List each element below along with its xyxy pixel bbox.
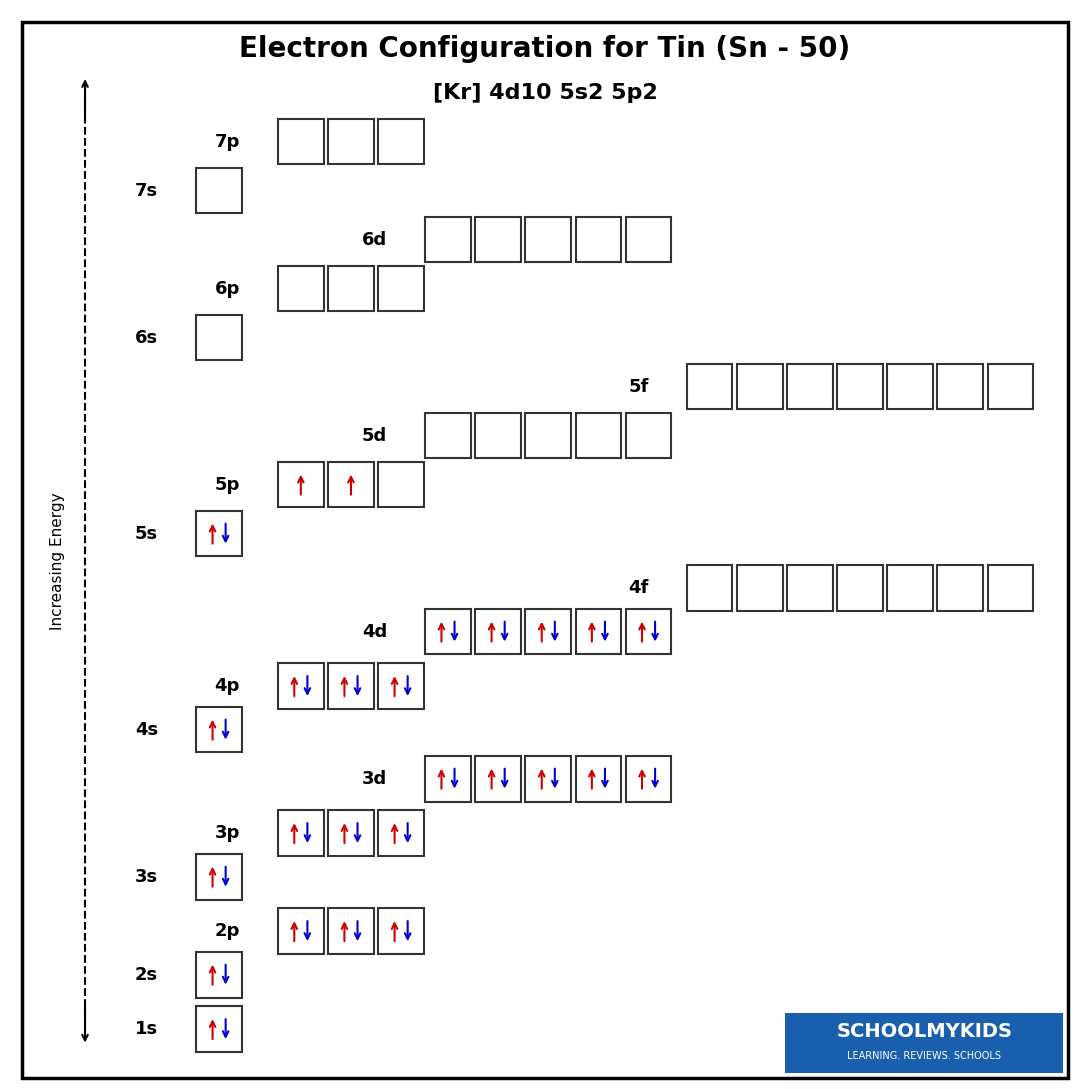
Bar bbox=[887, 565, 933, 611]
Bar bbox=[525, 756, 571, 802]
Bar bbox=[988, 565, 1033, 611]
Text: 3s: 3s bbox=[135, 868, 158, 885]
Bar bbox=[328, 119, 374, 164]
Text: 1s: 1s bbox=[135, 1020, 158, 1038]
Bar bbox=[278, 810, 324, 856]
Text: 2s: 2s bbox=[135, 966, 158, 983]
Bar bbox=[475, 609, 521, 654]
Bar bbox=[425, 756, 471, 802]
Bar bbox=[626, 609, 671, 654]
Bar bbox=[787, 364, 833, 409]
Bar bbox=[196, 315, 242, 360]
Bar bbox=[737, 565, 783, 611]
Text: LEARNING. REVIEWS. SCHOOLS: LEARNING. REVIEWS. SCHOOLS bbox=[847, 1051, 1002, 1062]
Bar bbox=[425, 609, 471, 654]
Text: 6s: 6s bbox=[135, 329, 158, 346]
Text: 4d: 4d bbox=[362, 623, 387, 640]
Bar bbox=[576, 756, 621, 802]
Bar bbox=[576, 413, 621, 458]
Bar bbox=[196, 168, 242, 213]
Bar bbox=[196, 511, 242, 556]
Bar bbox=[937, 565, 983, 611]
Bar bbox=[196, 1006, 242, 1052]
Text: SCHOOLMYKIDS: SCHOOLMYKIDS bbox=[836, 1021, 1013, 1041]
Bar bbox=[378, 908, 424, 954]
Bar bbox=[887, 364, 933, 409]
Bar bbox=[196, 952, 242, 998]
Bar bbox=[425, 413, 471, 458]
Bar bbox=[475, 217, 521, 262]
Bar bbox=[328, 462, 374, 507]
Text: 2p: 2p bbox=[215, 922, 240, 940]
Bar bbox=[475, 413, 521, 458]
Bar bbox=[278, 266, 324, 311]
Bar bbox=[937, 364, 983, 409]
Text: Increasing Energy: Increasing Energy bbox=[50, 492, 65, 629]
Text: 5s: 5s bbox=[135, 525, 158, 542]
Bar bbox=[378, 266, 424, 311]
Text: 5p: 5p bbox=[215, 476, 240, 493]
Bar bbox=[525, 217, 571, 262]
Bar bbox=[787, 565, 833, 611]
Bar bbox=[378, 810, 424, 856]
Bar bbox=[278, 908, 324, 954]
Text: 7p: 7p bbox=[215, 133, 240, 150]
Bar bbox=[278, 663, 324, 709]
Bar bbox=[278, 119, 324, 164]
Bar bbox=[687, 364, 732, 409]
Text: 5d: 5d bbox=[362, 427, 387, 444]
Bar bbox=[378, 119, 424, 164]
Bar bbox=[378, 663, 424, 709]
Bar bbox=[328, 266, 374, 311]
Bar bbox=[837, 565, 883, 611]
Bar bbox=[196, 854, 242, 900]
Bar bbox=[525, 413, 571, 458]
Text: 3d: 3d bbox=[362, 770, 387, 787]
Text: 7s: 7s bbox=[135, 182, 158, 199]
Bar bbox=[378, 462, 424, 507]
Bar bbox=[626, 756, 671, 802]
Text: 4s: 4s bbox=[135, 721, 158, 738]
Text: 4p: 4p bbox=[215, 677, 240, 695]
Text: 4f: 4f bbox=[628, 579, 649, 597]
Bar bbox=[328, 810, 374, 856]
Bar bbox=[687, 565, 732, 611]
Bar bbox=[525, 609, 571, 654]
Text: 5f: 5f bbox=[628, 378, 649, 395]
Bar bbox=[196, 707, 242, 752]
Bar bbox=[425, 217, 471, 262]
Bar bbox=[626, 217, 671, 262]
Bar bbox=[328, 908, 374, 954]
Bar bbox=[576, 609, 621, 654]
Bar bbox=[278, 462, 324, 507]
Bar bbox=[785, 1013, 1063, 1073]
Text: 6d: 6d bbox=[362, 231, 387, 248]
Bar bbox=[737, 364, 783, 409]
Bar bbox=[576, 217, 621, 262]
Text: 6p: 6p bbox=[215, 280, 240, 297]
Text: 3p: 3p bbox=[215, 824, 240, 842]
Bar bbox=[475, 756, 521, 802]
Bar bbox=[328, 663, 374, 709]
Bar bbox=[626, 413, 671, 458]
Bar bbox=[988, 364, 1033, 409]
Bar bbox=[837, 364, 883, 409]
Text: [Kr] 4d10 5s2 5p2: [Kr] 4d10 5s2 5p2 bbox=[433, 83, 657, 102]
Text: Electron Configuration for Tin (Sn - 50): Electron Configuration for Tin (Sn - 50) bbox=[240, 35, 850, 63]
